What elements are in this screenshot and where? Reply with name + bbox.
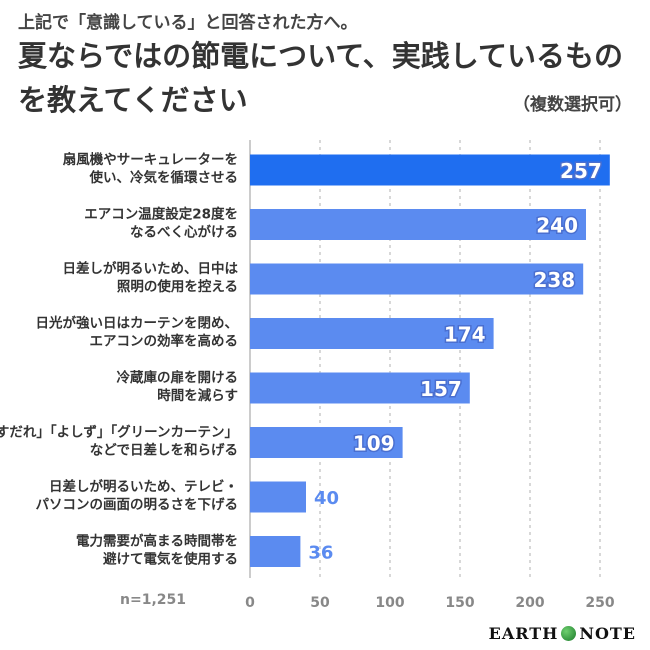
bar-4 xyxy=(250,372,470,404)
brand-left: EARTH xyxy=(488,624,559,643)
category-label-2-1: 照明の使用を控える xyxy=(117,278,238,295)
category-label-7-0: 電力需要が高まる時間帯を xyxy=(76,533,238,550)
category-label-5-1: などで日差しを和らげる xyxy=(90,442,238,459)
tick-label-250: 250 xyxy=(585,595,614,611)
bar-0 xyxy=(250,154,610,186)
sample-size: n=1,251 xyxy=(120,592,186,608)
category-label-0-1: 使い、冷気を循環させる xyxy=(89,169,239,186)
category-label-4-1: 時間を減らす xyxy=(157,387,238,404)
brand-logo: EARTH NOTE xyxy=(489,624,636,643)
brand-right: NOTE xyxy=(579,624,636,643)
bar-2 xyxy=(250,263,584,295)
value-label-2: 238 xyxy=(533,268,575,292)
bar-6 xyxy=(250,481,306,513)
category-label-6-1: パソコンの画面の明るさを下げる xyxy=(36,497,239,513)
tick-label-0: 0 xyxy=(245,595,255,611)
bar-7 xyxy=(250,536,301,567)
value-label-6: 40 xyxy=(314,488,339,509)
bar-5 xyxy=(250,427,403,458)
multi-select-note: （複数選択可） xyxy=(513,95,632,115)
category-label-7-1: 避けて電気を使用する xyxy=(103,551,238,568)
value-label-1: 240 xyxy=(536,214,578,238)
value-label-0: 257 xyxy=(560,159,602,183)
tick-label-50: 50 xyxy=(310,595,330,611)
category-label-3-1: エアコンの効率を高める xyxy=(90,333,239,350)
category-label-1-1: なるべく心がける xyxy=(130,224,238,241)
tick-label-200: 200 xyxy=(515,595,544,611)
category-label-3-0: 日光が強い日はカーテンを閉め、 xyxy=(36,315,239,332)
category-label-5-0: 「すだれ」「よしず」「グリーンカーテン」 xyxy=(0,424,238,441)
tick-label-150: 150 xyxy=(445,595,474,611)
category-label-1-0: エアコン温度設定28度を xyxy=(84,206,238,223)
value-label-5: 109 xyxy=(353,432,395,456)
category-label-4-0: 冷蔵庫の扉を開ける xyxy=(117,369,239,386)
tick-label-100: 100 xyxy=(375,595,404,611)
chart-title: 夏ならではの節電について、実践しているものを教えてください xyxy=(18,39,623,117)
bar-1 xyxy=(250,209,586,240)
value-label-3: 174 xyxy=(444,323,486,347)
category-label-6-0: 日差しが明るいため、テレビ・ xyxy=(49,478,238,495)
value-label-7: 36 xyxy=(308,543,333,564)
bar-3 xyxy=(250,318,494,349)
chart-subtitle: 上記で「意識している」と回答された方へ。 xyxy=(18,13,358,33)
value-label-4: 157 xyxy=(420,377,462,401)
globe-icon xyxy=(561,626,577,641)
category-label-0-0: 扇風機やサーキュレーターを xyxy=(63,151,238,168)
category-label-2-0: 日差しが明るいため、日中は xyxy=(63,260,239,277)
